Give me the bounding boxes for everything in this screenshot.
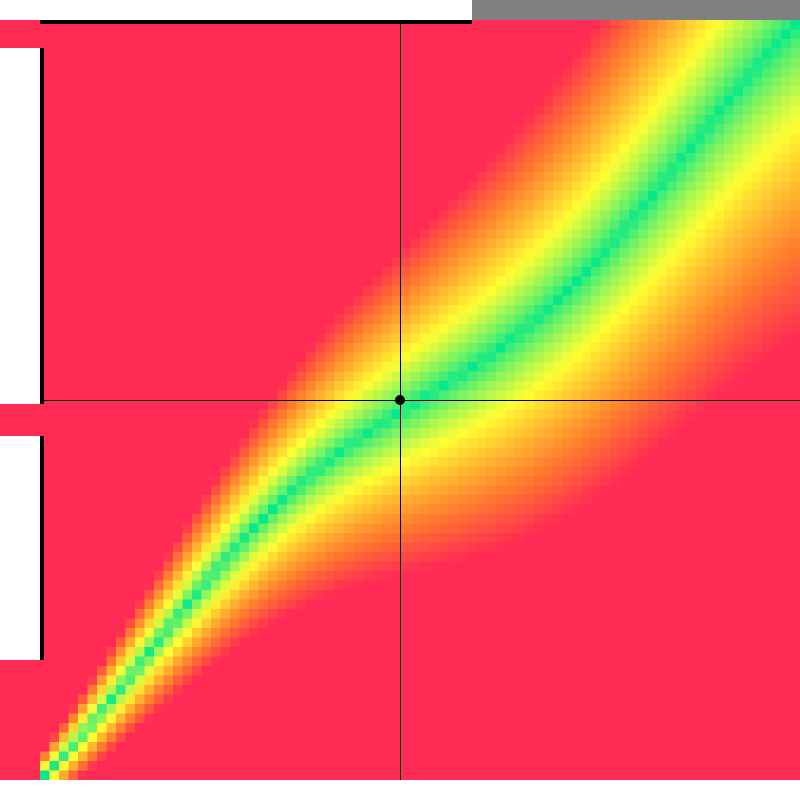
plot-container bbox=[0, 0, 800, 800]
frame-left-upper bbox=[40, 48, 44, 404]
frame-left-lower bbox=[40, 436, 44, 660]
frame-top-gray bbox=[472, 0, 800, 20]
axis-horizontal bbox=[40, 400, 800, 401]
left-margin-pink-3 bbox=[0, 660, 40, 780]
origin-dot bbox=[395, 395, 405, 405]
frame-top-black bbox=[40, 20, 472, 24]
left-margin-pink-1 bbox=[0, 20, 40, 48]
left-margin-pink-2 bbox=[0, 404, 40, 436]
